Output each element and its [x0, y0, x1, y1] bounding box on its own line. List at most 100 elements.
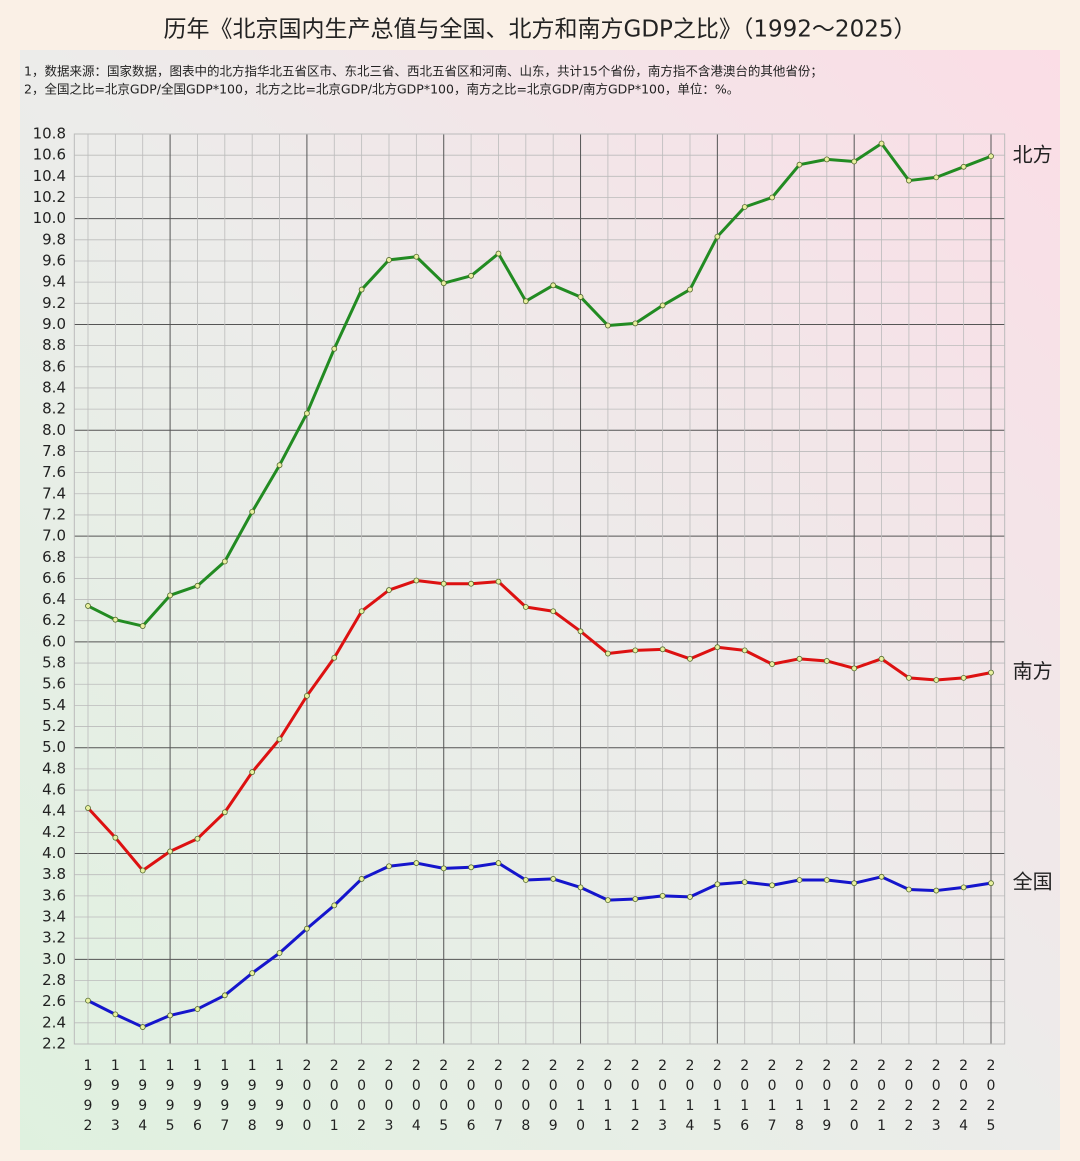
- data-point: [221, 558, 228, 565]
- data-point: [878, 655, 885, 662]
- y-tick-label: 6.6: [42, 569, 66, 587]
- data-point: [112, 616, 119, 623]
- x-tick-label: 2020: [846, 1058, 862, 1138]
- note: 1，数据来源：国家数据，图表中的北方指华北五省区市、东北三省、西北五省区和河南、…: [24, 64, 823, 79]
- y-tick-label: 7.6: [42, 463, 66, 481]
- x-tick-label: 2014: [682, 1058, 698, 1138]
- series-line: [87, 142, 992, 628]
- legend-label: 南方: [1013, 659, 1053, 683]
- data-point: [304, 692, 310, 699]
- data-point: [550, 282, 557, 289]
- y-tick-label: 8.4: [42, 378, 66, 396]
- y-tick-label: 6.0: [42, 632, 66, 650]
- y-tick-label: 9.0: [42, 315, 66, 333]
- data-point: [167, 592, 173, 599]
- data-point: [550, 608, 557, 615]
- data-point: [577, 884, 584, 891]
- data-point: [194, 582, 201, 589]
- y-tick-label: 8.8: [42, 336, 66, 354]
- series-line: [86, 579, 992, 872]
- x-tick-label: 2024: [956, 1058, 972, 1138]
- y-tick-label: 8.6: [42, 357, 66, 375]
- x-tick-label: 2010: [573, 1058, 589, 1138]
- data-point: [878, 873, 885, 880]
- y-tick-label: 8.0: [42, 421, 66, 439]
- data-point: [769, 661, 775, 668]
- data-point: [632, 896, 639, 902]
- x-tick-label: 2022: [901, 1058, 917, 1138]
- data-point: [413, 860, 420, 866]
- data-point: [522, 877, 529, 883]
- x-tick-label: 1993: [107, 1058, 123, 1138]
- x-tick-label: 2002: [354, 1058, 370, 1138]
- x-tick-label: 2008: [518, 1058, 534, 1138]
- y-tick-label: 10.4: [33, 167, 66, 185]
- data-point: [851, 158, 858, 165]
- data-point: [167, 1012, 173, 1019]
- data-point: [112, 1011, 119, 1018]
- data-point: [276, 950, 283, 956]
- y-tick-label: 6.4: [42, 590, 66, 608]
- x-tick-label: 2000: [299, 1058, 315, 1138]
- data-point: [659, 646, 666, 653]
- data-point: [823, 658, 830, 664]
- data-point: [933, 887, 940, 894]
- chart-title: 历年《北京国内生产总值与全国、北方和南方GDP之比》（1992～2025）: [164, 17, 917, 43]
- data-point: [249, 769, 256, 775]
- data-point: [796, 877, 803, 883]
- data-point: [960, 674, 967, 681]
- data-point: [988, 153, 994, 160]
- data-point: [249, 508, 256, 515]
- data-point: [386, 863, 392, 870]
- plot-frame: [73, 133, 1006, 1045]
- data-point: [741, 204, 748, 210]
- data-point: [796, 161, 803, 168]
- data-point: [304, 925, 310, 932]
- y-tick-label: 5.2: [42, 717, 66, 735]
- data-point: [413, 253, 420, 260]
- data-point: [495, 250, 502, 257]
- x-tick-label: 2003: [381, 1058, 397, 1138]
- data-point: [988, 880, 994, 887]
- y-tick-label: 7.2: [42, 505, 66, 523]
- x-tick-label: 2009: [545, 1058, 561, 1138]
- x-tick-label: 2005: [436, 1058, 452, 1138]
- y-tick-label: 3.4: [42, 908, 66, 926]
- data-point: [386, 587, 392, 593]
- y-tick-label: 3.2: [42, 929, 66, 947]
- data-point: [358, 608, 365, 615]
- data-point: [550, 876, 557, 882]
- y-tick-label: 6.8: [42, 548, 66, 566]
- data-point: [960, 163, 967, 170]
- data-point: [413, 577, 420, 584]
- x-tick-label: 2017: [764, 1058, 780, 1138]
- data-point: [139, 1024, 146, 1030]
- data-point: [577, 294, 584, 300]
- data-point: [906, 674, 912, 681]
- data-point: [823, 877, 830, 883]
- y-tick-label: 2.4: [42, 1013, 66, 1031]
- data-point: [331, 345, 338, 352]
- y-tick-label: 9.2: [42, 294, 66, 312]
- y-tick-label: 5.0: [42, 738, 66, 756]
- data-point: [823, 156, 830, 163]
- x-tick-label: 2018: [791, 1058, 807, 1138]
- data-point: [933, 174, 940, 181]
- y-tick-label: 5.4: [42, 696, 66, 714]
- note: 2，全国之比=北京GDP/全国GDP*100，北方之比=北京GDP/北方GDP*…: [24, 82, 739, 97]
- x-tick-label: 2006: [463, 1058, 479, 1138]
- x-tick-label: 2012: [627, 1058, 643, 1138]
- data-point: [687, 655, 693, 662]
- data-point: [741, 647, 748, 654]
- data-point: [632, 320, 639, 327]
- y-tick-label: 2.2: [42, 1035, 66, 1053]
- data-point: [85, 997, 91, 1004]
- y-tick-label: 4.4: [42, 802, 66, 820]
- data-point: [194, 1006, 201, 1012]
- x-tick-label: 2007: [490, 1058, 506, 1138]
- data-point: [878, 140, 885, 147]
- x-tick-label: 2013: [655, 1058, 671, 1138]
- x-tick-label: 1999: [272, 1058, 288, 1138]
- x-tick-label: 2025: [983, 1058, 999, 1138]
